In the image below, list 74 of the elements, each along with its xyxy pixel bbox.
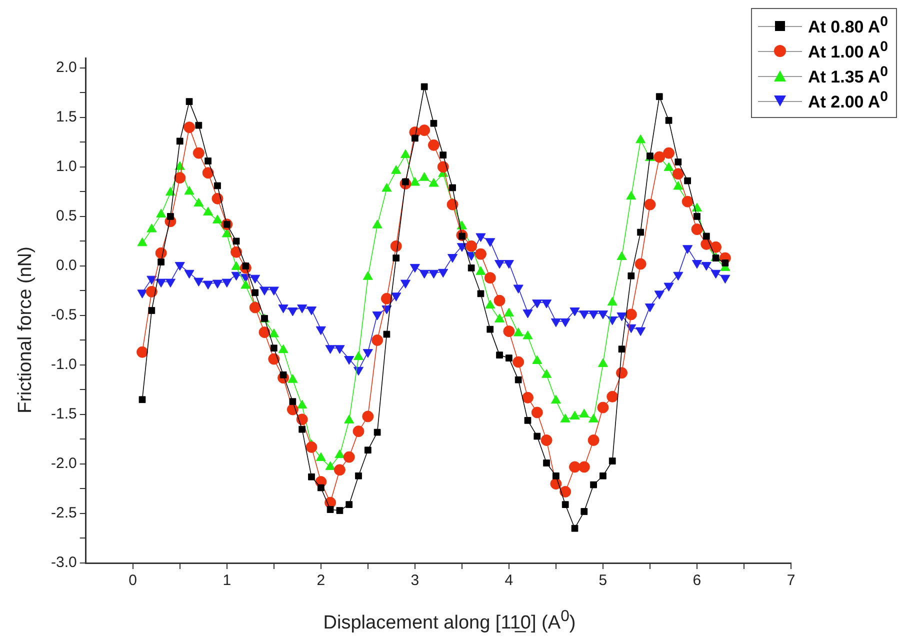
x-tick-label: 0 [128, 572, 138, 590]
point [476, 266, 486, 275]
point [165, 186, 176, 196]
point [344, 414, 354, 424]
y-tick-label: 1.0 [56, 158, 77, 176]
point [504, 308, 514, 316]
point [146, 224, 157, 232]
point [382, 182, 392, 192]
point [156, 208, 166, 218]
point [297, 400, 308, 409]
point [673, 180, 684, 190]
y-tick-label: -2.5 [50, 504, 77, 522]
point [400, 149, 411, 158]
y-tick-label: 0.5 [56, 208, 77, 225]
point [522, 330, 533, 340]
y-tick-label: 0.0 [56, 257, 77, 274]
point [636, 134, 646, 144]
point [664, 162, 674, 171]
point [532, 355, 542, 364]
y-tick-label: -1.5 [50, 406, 77, 423]
legend-label: At 2.00 A$^{0}$ [808, 88, 888, 112]
point [268, 328, 279, 338]
point [542, 369, 552, 378]
point [560, 414, 570, 422]
point [607, 296, 618, 306]
y-tick-label: 2.0 [56, 59, 77, 76]
y-axis-title: Frictional force (nN) [15, 246, 37, 414]
point [278, 344, 288, 354]
point [288, 374, 298, 383]
point [137, 237, 148, 246]
point [194, 198, 204, 207]
point [362, 271, 373, 280]
point [372, 220, 382, 228]
x-tick-label: 5 [598, 572, 608, 590]
x-tick-label: 7 [786, 572, 796, 590]
point [316, 452, 326, 462]
x-tick-label: 1 [222, 572, 232, 590]
x-axis-title: Displacement along [11̲0] (A$^{0}$) [322, 608, 577, 634]
point [588, 414, 599, 422]
x-tick-label: 6 [692, 572, 702, 590]
point [231, 261, 242, 270]
point [494, 314, 505, 322]
point [419, 172, 430, 181]
point [579, 408, 590, 418]
y-tick-label: 1.5 [56, 108, 77, 126]
point [692, 202, 702, 212]
legend-label: At 1.35 A$^{0}$ [808, 64, 888, 88]
legend-label: At 1.00 A$^{0}$ [808, 38, 888, 62]
point [626, 190, 636, 200]
point [598, 358, 608, 367]
point [616, 251, 627, 260]
x-tick-label: 3 [410, 572, 420, 590]
point [222, 228, 232, 238]
point [570, 410, 580, 420]
point [513, 328, 524, 336]
point [325, 461, 336, 470]
point [212, 214, 222, 224]
point [391, 165, 402, 174]
y-tick-label: -0.5 [50, 306, 77, 324]
point [485, 300, 496, 309]
point [550, 394, 561, 404]
legend-label: At 0.80 A$^{0}$ [808, 14, 888, 38]
point [410, 177, 420, 186]
point [203, 206, 214, 216]
y-tick-label: -3.0 [50, 554, 77, 572]
point [353, 351, 364, 360]
point [428, 178, 439, 187]
y-tick-label: -2.0 [50, 455, 77, 472]
point [184, 186, 194, 195]
x-tick-label: 4 [504, 572, 514, 590]
x-tick-label: 2 [316, 572, 326, 590]
point [334, 449, 345, 458]
y-tick-label: -1.0 [50, 356, 77, 374]
point [240, 280, 251, 289]
